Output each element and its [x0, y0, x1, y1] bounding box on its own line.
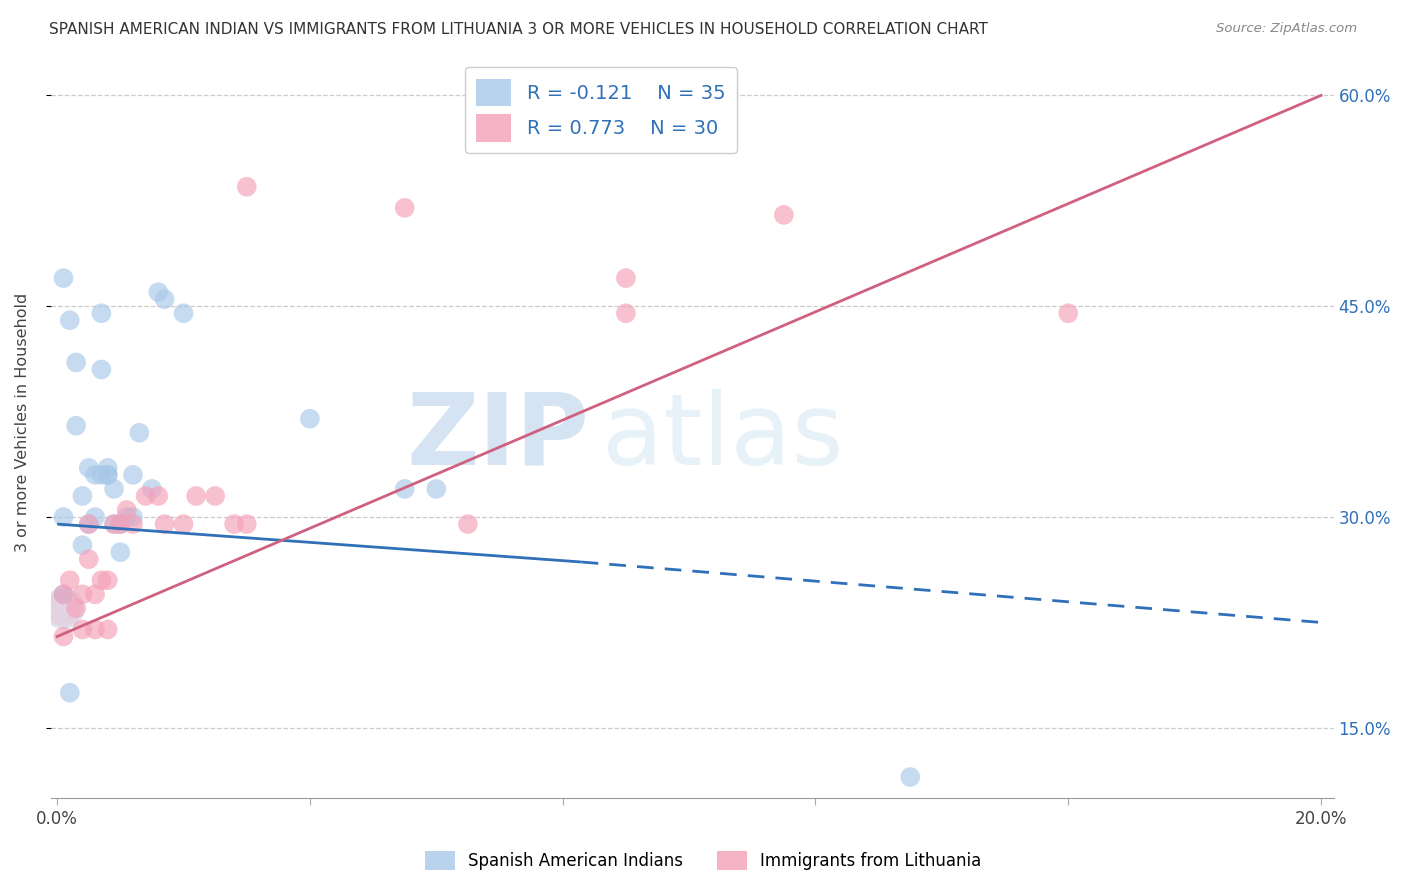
Point: [394, 201, 416, 215]
Point: [90, 362, 112, 376]
Point: [115, 503, 138, 517]
Point: [77, 461, 100, 475]
Point: [52, 510, 75, 524]
Point: [153, 517, 176, 532]
Text: atlas: atlas: [602, 389, 844, 486]
Point: [394, 482, 416, 496]
Point: [204, 489, 226, 503]
Point: [97, 623, 120, 637]
Point: [457, 517, 479, 532]
Point: [122, 510, 145, 524]
Point: [72, 538, 94, 552]
Point: [898, 770, 921, 784]
Point: [84, 587, 107, 601]
Point: [90, 306, 112, 320]
Point: [122, 517, 145, 532]
Point: [235, 179, 257, 194]
Y-axis label: 3 or more Vehicles in Household: 3 or more Vehicles in Household: [15, 293, 30, 552]
Point: [141, 482, 163, 496]
Point: [110, 545, 132, 559]
Point: [173, 517, 195, 532]
Point: [77, 517, 100, 532]
Point: [52, 587, 75, 601]
Point: [153, 292, 176, 306]
Point: [90, 574, 112, 588]
Point: [52, 587, 75, 601]
Point: [52, 630, 75, 644]
Text: ZIP: ZIP: [406, 389, 589, 486]
Point: [110, 517, 132, 532]
Point: [77, 552, 100, 566]
Point: [103, 517, 125, 532]
Point: [128, 425, 150, 440]
Point: [148, 285, 170, 300]
Point: [115, 510, 138, 524]
Point: [97, 467, 120, 482]
Point: [59, 574, 82, 588]
Point: [122, 467, 145, 482]
Point: [222, 517, 245, 532]
Point: [77, 517, 100, 532]
Point: [84, 510, 107, 524]
Point: [72, 623, 94, 637]
Point: [72, 489, 94, 503]
Point: [97, 467, 120, 482]
Point: [135, 489, 157, 503]
Point: [52, 601, 75, 615]
Point: [65, 355, 87, 369]
Point: [59, 313, 82, 327]
Point: [90, 467, 112, 482]
Point: [110, 517, 132, 532]
Point: [773, 208, 796, 222]
Text: Source: ZipAtlas.com: Source: ZipAtlas.com: [1216, 22, 1357, 36]
Point: [72, 587, 94, 601]
Point: [84, 467, 107, 482]
Point: [298, 411, 321, 425]
Point: [614, 271, 637, 285]
Point: [235, 517, 257, 532]
Point: [173, 306, 195, 320]
Point: [186, 489, 208, 503]
Point: [97, 574, 120, 588]
Point: [103, 517, 125, 532]
Point: [65, 601, 87, 615]
Point: [425, 482, 447, 496]
Point: [103, 482, 125, 496]
Point: [84, 623, 107, 637]
Point: [1057, 306, 1080, 320]
Point: [97, 461, 120, 475]
Point: [52, 601, 75, 615]
Point: [148, 489, 170, 503]
Point: [59, 686, 82, 700]
Text: SPANISH AMERICAN INDIAN VS IMMIGRANTS FROM LITHUANIA 3 OR MORE VEHICLES IN HOUSE: SPANISH AMERICAN INDIAN VS IMMIGRANTS FR…: [49, 22, 988, 37]
Point: [614, 306, 637, 320]
Point: [65, 418, 87, 433]
Legend: Spanish American Indians, Immigrants from Lithuania: Spanish American Indians, Immigrants fro…: [418, 844, 988, 877]
Point: [52, 271, 75, 285]
Legend: R = -0.121    N = 35, R = 0.773    N = 30: R = -0.121 N = 35, R = 0.773 N = 30: [464, 67, 737, 153]
